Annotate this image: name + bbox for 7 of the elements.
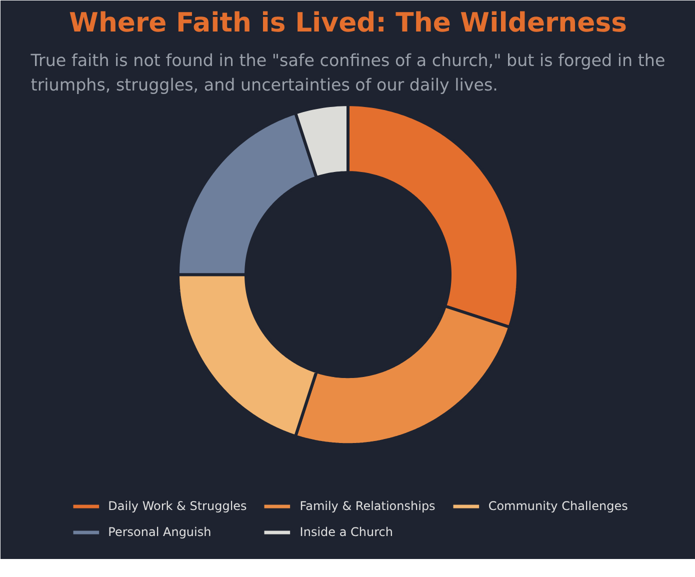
legend-label: Family & Relationships	[300, 499, 436, 513]
legend-label: Personal Anguish	[108, 525, 212, 539]
legend-label: Community Challenges	[488, 499, 628, 513]
chart-subtitle: True faith is not found in the "safe confines of a church," but is forged in the triumphs, struggles, and uncertainties of our daily lives.	[30, 50, 666, 94]
legend-label: Inside a Church	[300, 525, 393, 539]
legend-label: Daily Work & Struggles	[108, 499, 247, 513]
chart-title: Where Faith is Lived: The Wilderness	[69, 8, 627, 38]
